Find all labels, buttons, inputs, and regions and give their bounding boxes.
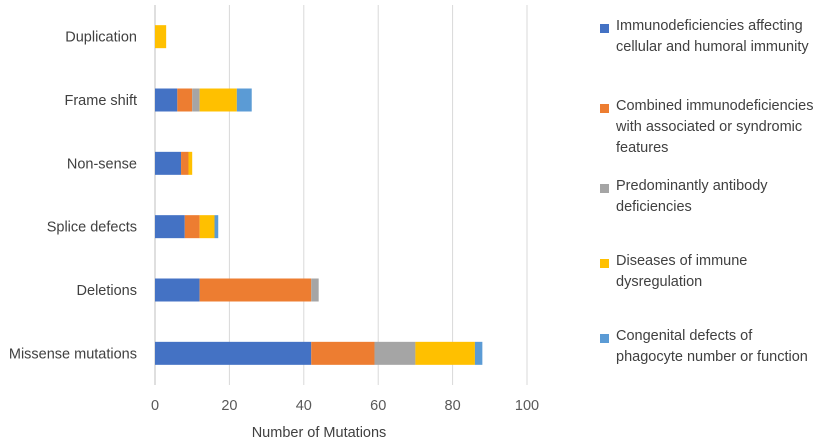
legend-label: Congenital defects of phagocyte number o… xyxy=(616,328,808,365)
bar-area xyxy=(155,25,483,365)
bar-frame-shift-series-3 xyxy=(192,88,200,112)
bar-missense-mutations-series-4 xyxy=(415,341,475,365)
legend-item-combined-syndromic: Combined immunodeficiencies with associa… xyxy=(600,96,829,159)
bar-missense-mutations-series-1 xyxy=(155,341,312,365)
legend-label: Immunodeficiencies affecting cellular an… xyxy=(616,18,809,55)
category-label-splice-defects: Splice defects xyxy=(47,220,137,236)
bar-deletions-series-3 xyxy=(311,278,319,302)
category-label-frame-shift: Frame shift xyxy=(64,93,137,109)
x-tick-label: 80 xyxy=(445,398,461,414)
legend-item-antibody: Predominantly antibody deficiencies xyxy=(600,176,829,218)
legend-item-phagocyte: Congenital defects of phagocyte number o… xyxy=(600,326,829,368)
legend-swatch-phagocyte xyxy=(600,334,609,343)
bar-duplication-series-4 xyxy=(155,25,167,49)
category-label-missense-mutations: Missense mutations xyxy=(9,346,137,362)
legend-swatch-combined-syndromic xyxy=(600,104,609,113)
x-tick-label: 0 xyxy=(151,398,159,414)
bar-splice-defects-series-2 xyxy=(184,215,200,239)
legend-label: Predominantly antibody deficiencies xyxy=(616,178,768,215)
bar-frame-shift-series-4 xyxy=(199,88,237,112)
bar-deletions-series-1 xyxy=(155,278,200,302)
legend-swatch-cellular-humoral xyxy=(600,24,609,33)
legend-label: Diseases of immune dysregulation xyxy=(616,253,748,290)
bar-splice-defects-series-4 xyxy=(199,215,215,239)
x-tick-label: 40 xyxy=(296,398,312,414)
x-axis-title: Number of Mutations xyxy=(252,425,387,441)
bar-splice-defects-series-1 xyxy=(155,215,185,239)
bar-frame-shift-series-1 xyxy=(155,88,178,112)
category-label-non-sense: Non-sense xyxy=(67,156,137,172)
bar-non-sense-series-4 xyxy=(188,151,193,175)
category-axis: Duplication Frame shift Non-sense Splice de… xyxy=(9,30,137,363)
legend-item-immune-dysregulation: Diseases of immune dysregulation xyxy=(600,251,829,293)
bar-missense-mutations-series-3 xyxy=(374,341,416,365)
x-tick-label: 60 xyxy=(370,398,386,414)
bar-missense-mutations-series-2 xyxy=(311,341,375,365)
category-label-deletions: Deletions xyxy=(77,283,137,299)
legend-label: Combined immunodeficiencies with associa… xyxy=(616,98,814,156)
value-axis: 0 20 40 60 80 100 xyxy=(151,398,539,414)
bar-deletions-series-2 xyxy=(199,278,312,302)
legend-swatch-immune-dysregulation xyxy=(600,259,609,268)
x-tick-label: 20 xyxy=(221,398,237,414)
category-label-duplication: Duplication xyxy=(65,30,137,46)
legend-item-cellular-humoral: Immunodeficiencies affecting cellular an… xyxy=(600,16,829,58)
bar-frame-shift-series-5 xyxy=(236,88,252,112)
bar-frame-shift-series-2 xyxy=(177,88,193,112)
gridlines xyxy=(154,5,528,385)
legend-swatch-antibody xyxy=(600,184,609,193)
bar-non-sense-series-1 xyxy=(155,151,182,175)
x-tick-label: 100 xyxy=(515,398,539,414)
bar-non-sense-series-2 xyxy=(181,151,189,175)
bar-splice-defects-series-5 xyxy=(214,215,219,239)
bar-missense-mutations-series-5 xyxy=(474,341,483,365)
